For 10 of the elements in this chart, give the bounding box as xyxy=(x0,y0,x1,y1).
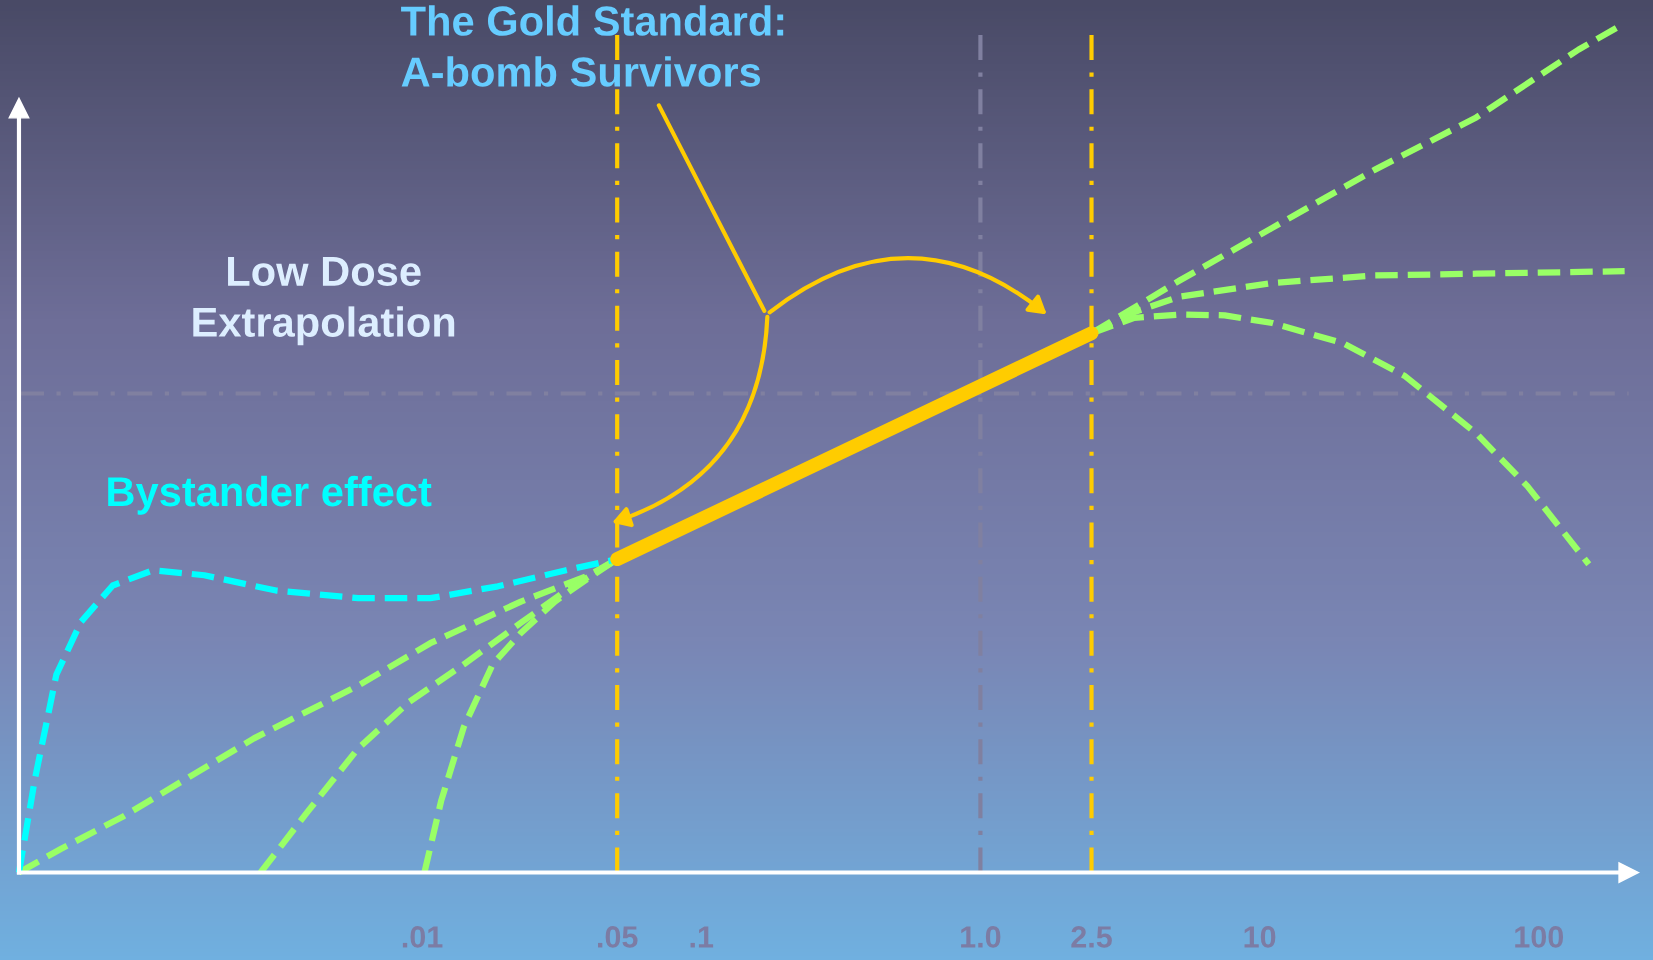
x-tick-label: .1 xyxy=(690,926,714,948)
x-tick-label: 10 xyxy=(1244,926,1276,948)
annotation: Bystander effect xyxy=(108,475,432,515)
x-tick-label: 2.5 xyxy=(1071,926,1112,948)
annotation: The Gold Standard: A-bomb Survivors xyxy=(401,5,784,87)
x-tick-label: 1.0 xyxy=(961,926,1001,948)
x-tick-label: .01 xyxy=(402,926,443,948)
x-tick-label: .05 xyxy=(598,926,638,948)
x-tick-label: 100 xyxy=(1515,926,1564,948)
annotation: Low Dose Extrapolation xyxy=(193,256,455,346)
